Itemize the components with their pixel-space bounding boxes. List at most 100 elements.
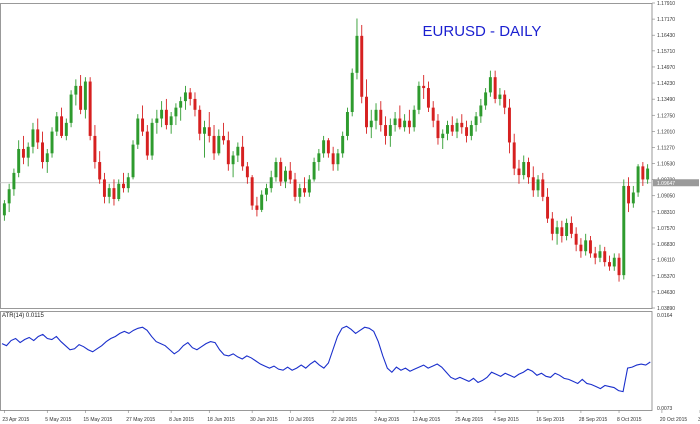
price-tick-label: 1.14970	[657, 65, 675, 71]
date-tick-label: 8 Oct 2015	[617, 417, 642, 423]
candle-body	[284, 170, 287, 182]
atr-pane: 0.0164 0.0073	[0, 311, 673, 412]
candle-body	[398, 118, 402, 128]
candle-body	[260, 194, 264, 210]
candle-body	[484, 92, 488, 106]
candle-body	[569, 222, 573, 234]
candle-body	[550, 218, 554, 234]
candle-body	[169, 116, 173, 126]
candle-body	[436, 120, 440, 139]
candle-body	[360, 35, 364, 97]
candle-body	[512, 142, 516, 169]
candle	[369, 109, 373, 139]
candle-body	[493, 77, 497, 99]
candle-body	[45, 153, 49, 163]
candle	[603, 246, 607, 267]
candle	[617, 253, 621, 282]
candle-body	[622, 185, 626, 276]
price-tick-label: 1.06110	[657, 258, 675, 264]
candle-body	[107, 188, 111, 197]
candle	[493, 70, 497, 104]
date-tick-label: 3 Aug 2015	[374, 417, 400, 423]
candle	[541, 172, 545, 202]
candle	[198, 105, 202, 141]
candle-body	[79, 85, 83, 110]
candle	[507, 98, 511, 154]
price-pane-frame	[0, 3, 653, 309]
candle-body	[136, 118, 140, 145]
atr-line	[1, 325, 651, 393]
candle-body	[279, 162, 283, 182]
candle-body	[388, 125, 392, 136]
candle	[217, 129, 221, 156]
candle	[260, 190, 264, 213]
candle	[36, 118, 40, 149]
candle	[460, 114, 464, 134]
candle	[284, 166, 287, 189]
candle	[74, 79, 78, 106]
candle	[236, 142, 240, 163]
candle-body	[226, 140, 230, 165]
candle	[560, 220, 564, 243]
candle-body	[7, 189, 11, 204]
candle	[160, 101, 164, 128]
candle-body	[74, 85, 78, 95]
candle-body	[365, 96, 368, 128]
price-tick-label: 1.16430	[657, 33, 675, 39]
candle	[12, 168, 16, 196]
price-tick-label: 1.10530	[657, 162, 675, 168]
candle	[169, 111, 173, 134]
candle-body	[584, 240, 588, 252]
candle	[326, 138, 330, 158]
candle	[455, 118, 459, 139]
candle	[88, 77, 92, 141]
candle	[374, 103, 378, 130]
candle-body	[64, 122, 68, 136]
candle-body	[155, 118, 159, 123]
candle-body	[212, 135, 216, 154]
candle-body	[250, 177, 254, 206]
candle	[593, 246, 597, 265]
candle-body	[193, 98, 197, 110]
candle	[274, 157, 278, 182]
candle-body	[536, 179, 540, 191]
candle	[203, 120, 206, 158]
candle-body	[393, 118, 397, 126]
candle-body	[269, 177, 273, 189]
candle	[565, 218, 569, 241]
candle	[79, 75, 83, 115]
candle	[60, 107, 64, 139]
date-tick-label: 18 Jun 2015	[207, 417, 235, 423]
candle	[64, 118, 68, 141]
price-tick-label: 1.09050	[657, 194, 675, 200]
candle-body	[126, 177, 130, 189]
price-tick-label: 1.12750	[657, 113, 675, 119]
candle	[636, 164, 640, 197]
candle-body	[474, 116, 478, 126]
candle-body	[245, 166, 249, 178]
candle-body	[303, 188, 307, 193]
candle-body	[355, 35, 359, 73]
candle	[536, 175, 540, 197]
candle	[646, 164, 650, 184]
candle-body	[179, 101, 183, 108]
candle-body	[403, 120, 407, 128]
candle	[403, 114, 407, 132]
candle	[612, 253, 616, 271]
candle-body	[517, 168, 521, 176]
candle	[136, 114, 140, 149]
candle-body	[345, 111, 349, 136]
price-tick-label: 1.12010	[657, 129, 675, 135]
candle	[350, 68, 354, 117]
date-tick-label: 30 Oct 2015	[698, 417, 700, 423]
candle	[355, 18, 359, 80]
chart-title: EURUSD - DAILY	[423, 23, 542, 40]
candle	[222, 122, 226, 145]
price-tick-label: 1.07570	[657, 226, 675, 232]
candle	[474, 111, 478, 132]
date-tick-label: 27 May 2015	[126, 417, 155, 423]
candle-body	[198, 109, 202, 134]
candle	[588, 235, 592, 258]
candle-body	[26, 146, 30, 158]
candle-body	[207, 127, 211, 136]
